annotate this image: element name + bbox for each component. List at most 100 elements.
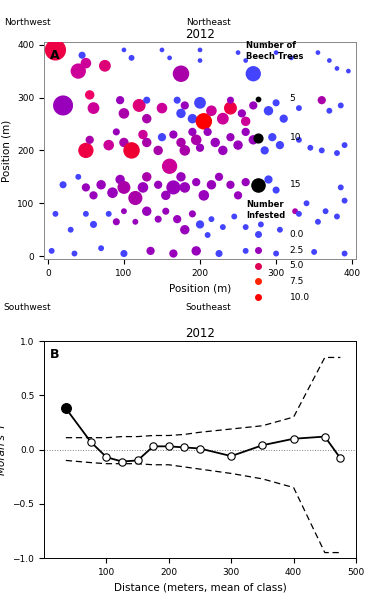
Point <box>121 182 127 192</box>
Point <box>342 196 348 205</box>
Point <box>208 214 214 224</box>
Point <box>174 95 180 105</box>
Point <box>255 133 261 143</box>
Point <box>197 98 203 107</box>
Point <box>75 172 81 182</box>
Y-axis label: Moran's ’I: Moran's ’I <box>0 424 7 475</box>
Point <box>266 106 272 116</box>
Point <box>140 182 146 192</box>
Point <box>163 206 169 216</box>
Point <box>338 101 344 110</box>
Point <box>228 133 233 142</box>
Point <box>220 146 226 155</box>
Point <box>189 114 195 124</box>
Text: Southwest: Southwest <box>4 303 51 312</box>
Point <box>182 182 188 192</box>
Point <box>178 137 184 147</box>
X-axis label: Position (m): Position (m) <box>169 283 231 293</box>
Point <box>91 191 97 200</box>
Point <box>170 130 176 139</box>
Point <box>254 182 260 192</box>
Point <box>197 45 203 55</box>
Point <box>121 45 127 55</box>
Text: Number of
Beech Trees: Number of Beech Trees <box>246 41 304 61</box>
Point <box>148 246 153 256</box>
Point <box>258 220 264 229</box>
Title: 2012: 2012 <box>185 28 215 41</box>
Point <box>311 247 317 257</box>
Point <box>181 443 187 452</box>
Point <box>266 175 272 184</box>
Point <box>255 261 261 271</box>
Point <box>292 206 298 216</box>
Point <box>182 225 188 235</box>
Point <box>121 137 127 147</box>
Title: 2012: 2012 <box>185 327 215 340</box>
Point <box>250 69 256 79</box>
Text: Number
Infested: Number Infested <box>246 200 286 220</box>
Point <box>208 106 214 116</box>
Point <box>135 455 141 465</box>
Y-axis label: Position (m): Position (m) <box>1 119 11 182</box>
Point <box>250 135 256 145</box>
Point <box>235 48 241 58</box>
Text: 15: 15 <box>290 180 301 189</box>
Point <box>201 116 207 126</box>
Text: 5.0: 5.0 <box>290 261 304 270</box>
Point <box>170 182 176 192</box>
Point <box>197 56 203 65</box>
Text: 10: 10 <box>290 133 301 142</box>
Point <box>269 133 275 142</box>
Point <box>83 146 89 155</box>
Point <box>113 127 119 137</box>
Point <box>140 130 146 139</box>
Point <box>197 143 203 152</box>
Point <box>296 103 302 113</box>
Point <box>338 182 344 192</box>
Point <box>52 45 58 55</box>
Point <box>193 178 199 187</box>
Point <box>136 101 142 110</box>
Point <box>326 56 332 65</box>
Point <box>106 140 112 150</box>
Text: Northwest: Northwest <box>4 18 50 27</box>
Point <box>110 188 116 197</box>
Point <box>319 146 325 155</box>
Point <box>255 277 261 286</box>
Text: 2.5: 2.5 <box>290 245 304 254</box>
Point <box>273 98 279 107</box>
Point <box>322 432 328 442</box>
Point <box>243 56 248 65</box>
Point <box>178 69 184 79</box>
Point <box>49 246 55 256</box>
Text: 5: 5 <box>290 94 295 103</box>
Text: 7.5: 7.5 <box>290 277 304 286</box>
Point <box>119 457 125 466</box>
Point <box>315 217 321 227</box>
Point <box>255 94 261 103</box>
Point <box>83 209 89 218</box>
Point <box>182 146 188 155</box>
Point <box>239 109 245 118</box>
Point <box>150 442 156 451</box>
Point <box>291 434 297 443</box>
Point <box>128 146 134 155</box>
Point <box>88 437 94 447</box>
Point <box>212 137 218 147</box>
Point <box>334 148 340 158</box>
Text: A: A <box>50 49 60 62</box>
Point <box>205 127 211 137</box>
Point <box>60 180 66 190</box>
Point <box>255 230 261 239</box>
Point <box>144 137 150 147</box>
Point <box>255 245 261 255</box>
Point <box>205 230 211 240</box>
Point <box>220 222 226 232</box>
Text: Southeast: Southeast <box>185 303 231 312</box>
Point <box>193 135 199 145</box>
Point <box>121 109 127 118</box>
Point <box>243 116 248 126</box>
Point <box>235 191 241 200</box>
Point <box>87 90 92 100</box>
Point <box>255 180 261 190</box>
